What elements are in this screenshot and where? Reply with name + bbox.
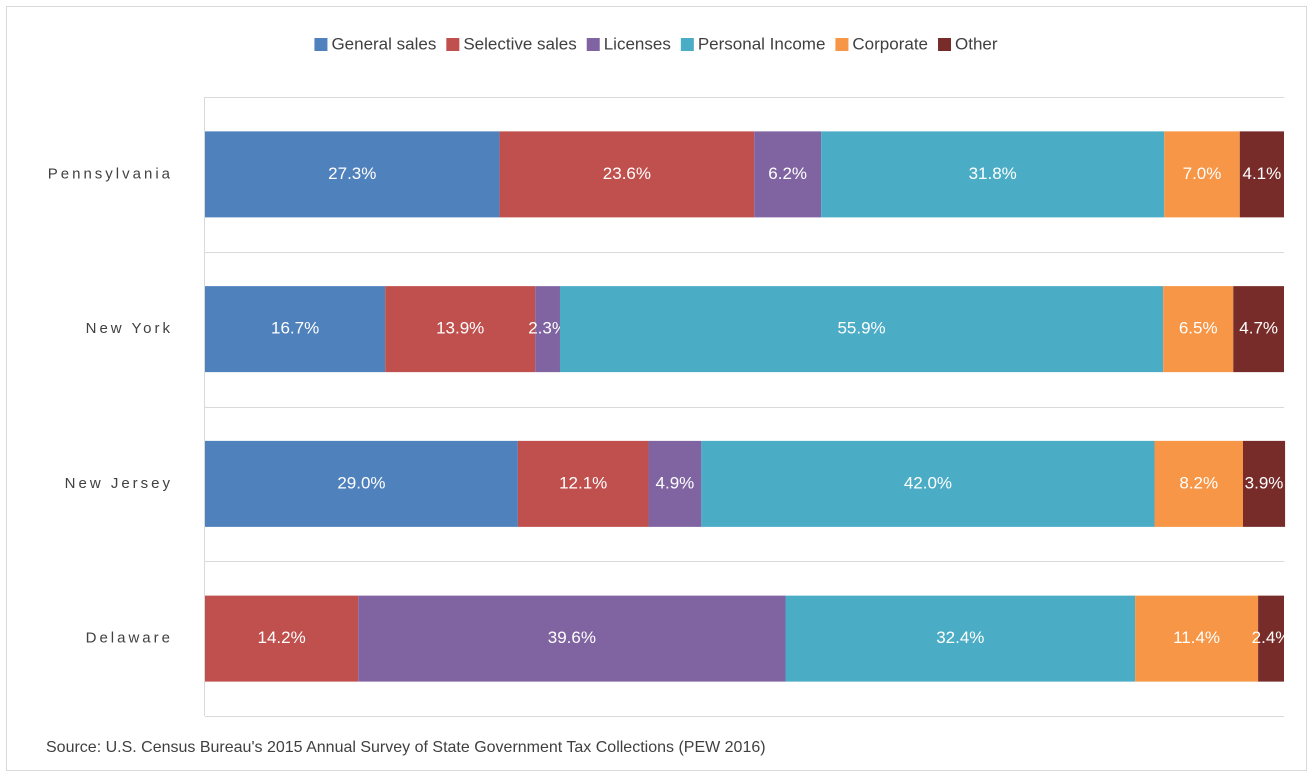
bar-segment: [648, 440, 702, 527]
bar-segment: [517, 440, 649, 527]
bar-segment: [205, 440, 518, 527]
data-label: 55.9%: [837, 319, 885, 338]
bar-segment: [1239, 131, 1284, 218]
bar-segment: [1242, 440, 1286, 527]
data-label: 14.2%: [258, 628, 306, 647]
bar-segment: [559, 286, 1164, 373]
bar-segment: [499, 131, 755, 218]
data-label: 27.3%: [328, 164, 376, 183]
data-label: 4.7%: [1239, 319, 1278, 338]
bar-segment: [205, 131, 500, 218]
data-label: 2.4%: [1252, 628, 1291, 647]
legend-swatch: [938, 38, 952, 51]
data-label: 6.2%: [768, 164, 807, 183]
data-label: 4.1%: [1243, 164, 1282, 183]
legend-swatch: [835, 38, 849, 51]
category-label: Delaware: [86, 630, 173, 647]
legend-swatch: [680, 38, 694, 51]
data-label: 6.5%: [1179, 319, 1218, 338]
legend-label: General sales: [331, 34, 436, 53]
data-label: 42.0%: [904, 473, 952, 492]
bar-segment: [785, 595, 1136, 682]
data-label: 39.6%: [548, 628, 596, 647]
data-label: 7.0%: [1183, 164, 1222, 183]
source-note: Source: U.S. Census Bureau's 2015 Annual…: [46, 739, 766, 756]
legend-swatch: [586, 38, 600, 51]
data-label: 31.8%: [969, 164, 1017, 183]
category-label: Pennsylvania: [48, 165, 173, 182]
bar-segment: [1154, 440, 1243, 527]
data-label: 2.3%: [528, 319, 567, 338]
data-label: 3.9%: [1245, 473, 1284, 492]
bar-segment: [754, 131, 822, 218]
bar-segment: [535, 286, 560, 373]
bar-segment: [1163, 286, 1234, 373]
legend-label: Licenses: [604, 34, 671, 53]
bar-segment: [1164, 131, 1240, 218]
bar-segment: [1135, 595, 1259, 682]
data-label: 13.9%: [436, 319, 484, 338]
bar-segment: [701, 440, 1155, 527]
data-label: 32.4%: [936, 628, 984, 647]
data-label: 12.1%: [559, 473, 607, 492]
data-label: 4.9%: [656, 473, 695, 492]
legend-swatch: [446, 38, 460, 51]
data-label: 8.2%: [1179, 473, 1218, 492]
bar-segment: [821, 131, 1165, 218]
legend-label: Corporate: [852, 34, 928, 53]
legend-label: Selective sales: [463, 34, 576, 53]
data-label: 29.0%: [337, 473, 385, 492]
legend-label: Other: [955, 34, 998, 53]
data-label: 16.7%: [271, 319, 319, 338]
bar-segment: [358, 595, 786, 682]
bar-segment: [1258, 595, 1284, 682]
bar-segment: [205, 595, 359, 682]
category-label: New Jersey: [65, 475, 173, 492]
data-label: 23.6%: [603, 164, 651, 183]
bar-segment: [385, 286, 536, 373]
legend-swatch: [314, 38, 328, 51]
legend-label: Personal Income: [698, 34, 826, 53]
data-label: 11.4%: [1173, 628, 1220, 647]
bar-segment: [205, 286, 386, 373]
bar-segment: [1233, 286, 1284, 373]
category-label: New York: [86, 320, 173, 337]
